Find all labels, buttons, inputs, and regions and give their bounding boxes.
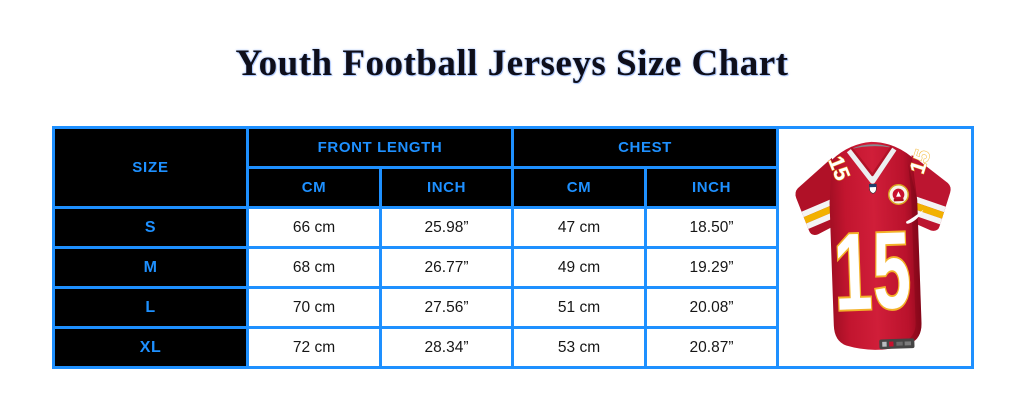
column-header-front-length: FRONT LENGTH — [245, 126, 515, 169]
chest-inch-value: 20.87” — [644, 326, 780, 369]
column-header-chest-inch: INCH — [644, 166, 780, 209]
jersey-vneck-trim — [846, 146, 897, 184]
front-length-cm-value: 72 cm — [246, 326, 382, 369]
chest-cm-value: 49 cm — [511, 246, 648, 289]
jersey-photo-cell: 15 15 15 — [776, 126, 975, 369]
jersey-collar-band — [850, 143, 893, 149]
column-header-front-inch: INCH — [378, 166, 515, 209]
size-chart-container: SIZE FRONT LENGTH CHEST — [52, 126, 975, 369]
size-label: S — [52, 206, 249, 249]
swoosh-icon — [906, 209, 924, 224]
front-length-inch-value: 25.98” — [378, 206, 515, 249]
chest-cm-value: 53 cm — [511, 326, 648, 369]
column-header-size: SIZE — [52, 126, 249, 209]
front-length-inch-value: 27.56” — [378, 286, 515, 329]
svg-text:15: 15 — [832, 209, 914, 333]
table-row-m: M 68 cm 26.77” 49 cm 19.29” — [52, 246, 973, 289]
chest-cm-value: 47 cm — [511, 206, 648, 249]
chest-cm-value: 51 cm — [511, 286, 648, 329]
chest-inch-value: 20.08” — [644, 286, 780, 329]
team-patch-logo — [888, 183, 909, 205]
column-header-chest-cm: CM — [511, 166, 648, 209]
table-row-xl: XL 72 cm 28.34” 53 cm 20.87” — [52, 326, 973, 369]
chest-number: 15 — [830, 208, 915, 335]
jock-tag — [879, 337, 915, 349]
nfl-shield-logo — [869, 183, 877, 194]
front-length-cm-value: 68 cm — [246, 246, 382, 289]
front-length-inch-value: 26.77” — [378, 246, 515, 289]
size-chart-table: SIZE FRONT LENGTH CHEST — [52, 126, 975, 369]
column-header-chest: CHEST — [511, 126, 780, 169]
jersey-illustration: 15 15 15 — [794, 141, 953, 350]
page-title: Youth Football Jerseys Size Chart — [235, 43, 789, 84]
size-label: L — [52, 286, 249, 329]
size-label: XL — [52, 326, 249, 369]
front-length-cm-value: 66 cm — [246, 206, 382, 249]
front-length-cm-value: 70 cm — [246, 286, 382, 329]
column-header-front-cm: CM — [246, 166, 382, 209]
table-row-s: S 66 cm 25.98” 47 cm 18.50” — [52, 206, 973, 249]
chest-inch-value: 18.50” — [644, 206, 780, 249]
size-label: M — [52, 246, 249, 289]
chest-inch-value: 19.29” — [644, 246, 780, 289]
front-length-inch-value: 28.34” — [378, 326, 515, 369]
table-row-l: L 70 cm 27.56” 51 cm 20.08” — [52, 286, 973, 329]
jersey-image: 15 15 15 — [781, 131, 970, 365]
